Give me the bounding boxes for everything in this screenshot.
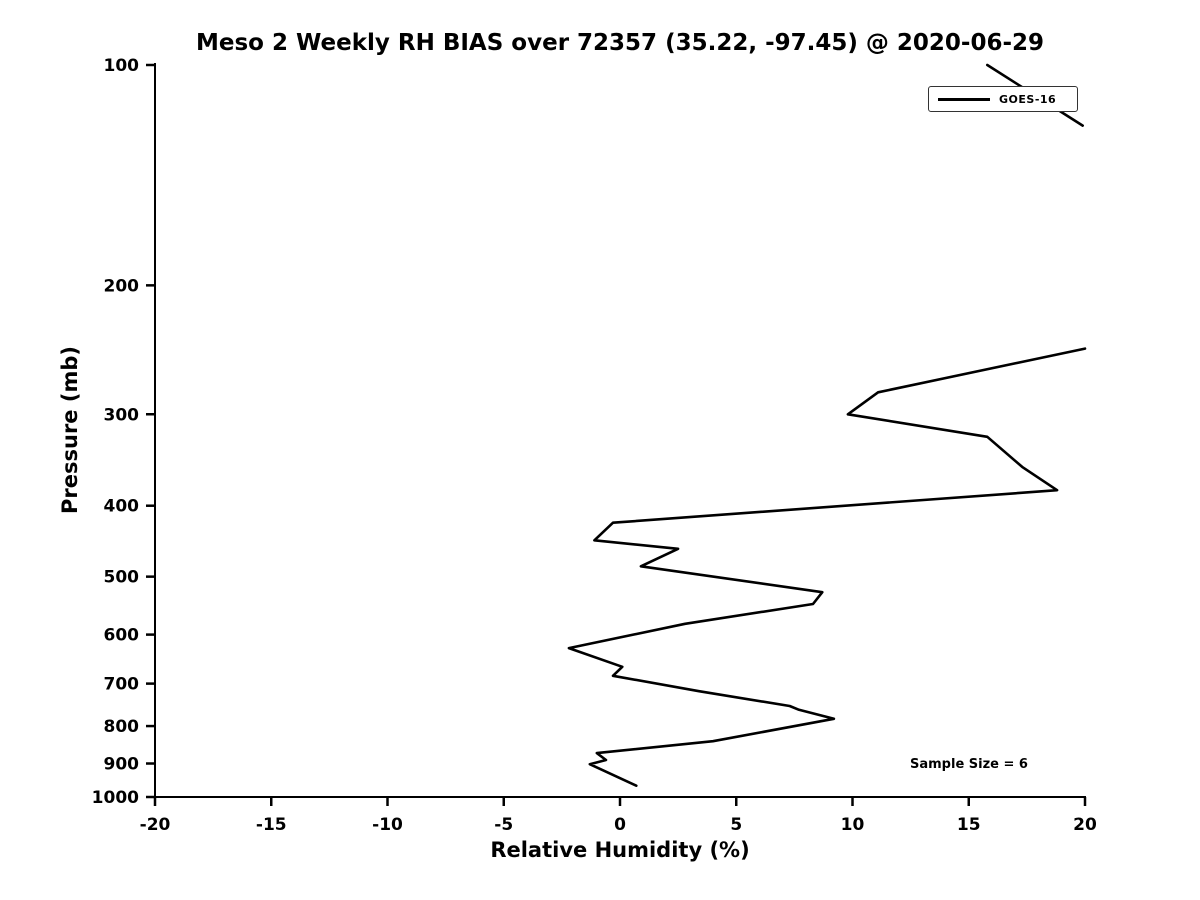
y-tick-label: 900 bbox=[104, 755, 140, 775]
y-tick-label: 400 bbox=[104, 497, 140, 517]
x-tick-label: 15 bbox=[957, 815, 981, 835]
series-line-goes-16 bbox=[567, 347, 1087, 788]
y-tick-label: 300 bbox=[104, 405, 140, 425]
sample-size-annotation: Sample Size = 6 bbox=[910, 757, 1028, 772]
y-tick-label: 600 bbox=[104, 626, 140, 646]
x-tick-label: 10 bbox=[841, 815, 865, 835]
y-tick-label: 100 bbox=[104, 56, 140, 76]
y-tick-label: 700 bbox=[104, 675, 140, 695]
x-tick-label: 5 bbox=[730, 815, 742, 835]
y-tick-label: 800 bbox=[104, 717, 140, 737]
legend-line-sample bbox=[938, 97, 990, 101]
x-tick-label: -10 bbox=[372, 815, 403, 835]
x-axis-label: Relative Humidity (%) bbox=[490, 838, 750, 862]
y-tick-label: 500 bbox=[104, 568, 140, 588]
y-axis-label: Pressure (mb) bbox=[58, 346, 82, 514]
chart-title: Meso 2 Weekly RH BIAS over 72357 (35.22,… bbox=[195, 30, 1045, 56]
legend-label: GOES-16 bbox=[999, 92, 1057, 106]
y-tick-label: 1000 bbox=[92, 788, 139, 808]
legend: GOES-16 bbox=[928, 86, 1078, 112]
x-tick-label: -5 bbox=[494, 815, 513, 835]
x-tick-label: -15 bbox=[256, 815, 287, 835]
x-tick-label: -20 bbox=[140, 815, 171, 835]
x-tick-label: 0 bbox=[614, 815, 626, 835]
y-tick-label: 200 bbox=[104, 276, 140, 296]
x-tick-label: 20 bbox=[1073, 815, 1097, 835]
